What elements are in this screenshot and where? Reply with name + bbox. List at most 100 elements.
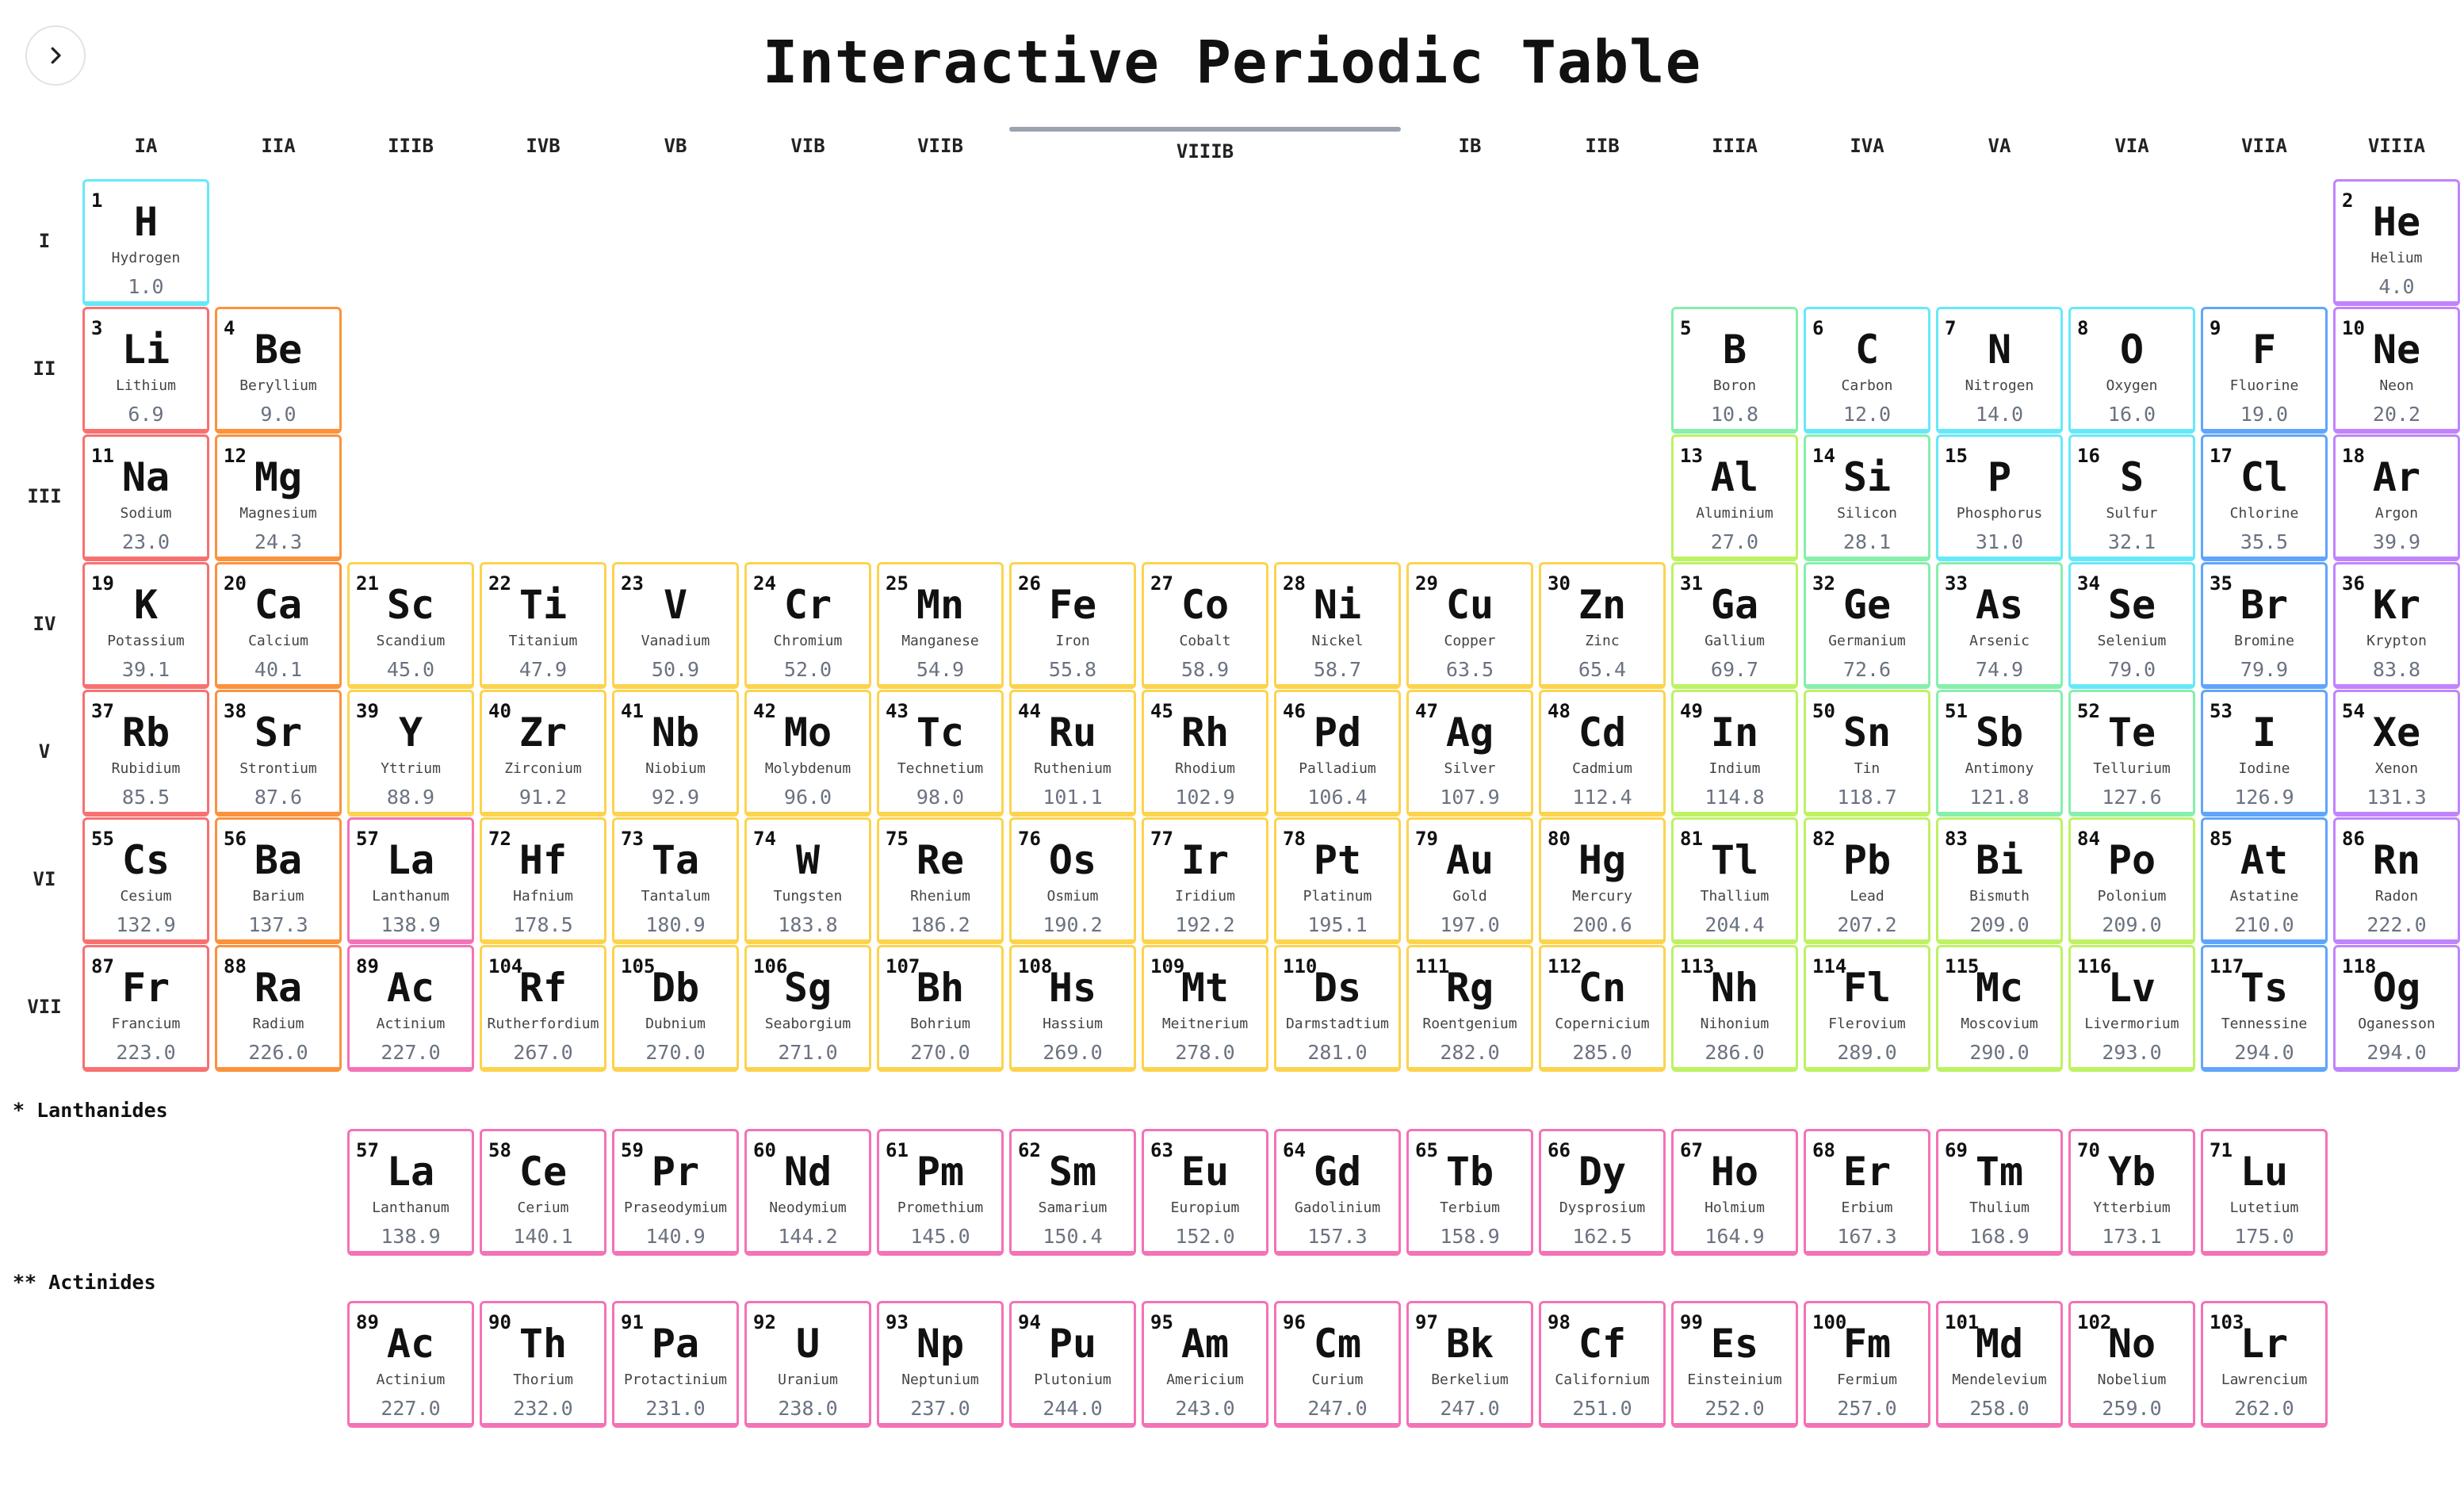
element-tile-gd[interactable]: 64 Gd Gadolinium 157.3 <box>1274 1129 1401 1256</box>
element-tile-ru[interactable]: 44 Ru Ruthenium 101.1 <box>1009 690 1136 817</box>
element-tile-se[interactable]: 34 Se Selenium 79.0 <box>2068 562 2195 689</box>
element-tile-re[interactable]: 75 Re Rhenium 186.2 <box>877 817 1004 944</box>
element-tile-db[interactable]: 105 Db Dubnium 270.0 <box>612 945 739 1072</box>
element-tile-ca[interactable]: 20 Ca Calcium 40.1 <box>215 562 342 689</box>
element-tile-s[interactable]: 16 S Sulfur 32.1 <box>2068 434 2195 561</box>
element-tile-cs[interactable]: 55 Cs Cesium 132.9 <box>82 817 209 944</box>
element-tile-al[interactable]: 13 Al Aluminium 27.0 <box>1671 434 1798 561</box>
element-tile-md[interactable]: 101 Md Mendelevium 258.0 <box>1936 1301 2063 1428</box>
element-tile-h[interactable]: 1 H Hydrogen 1.0 <box>82 179 209 306</box>
element-tile-ag[interactable]: 47 Ag Silver 107.9 <box>1406 690 1533 817</box>
element-tile-sb[interactable]: 51 Sb Antimony 121.8 <box>1936 690 2063 817</box>
element-tile-o[interactable]: 8 O Oxygen 16.0 <box>2068 307 2195 434</box>
element-tile-lu[interactable]: 71 Lu Lutetium 175.0 <box>2201 1129 2328 1256</box>
element-tile-pt[interactable]: 78 Pt Platinum 195.1 <box>1274 817 1401 944</box>
element-tile-c[interactable]: 6 C Carbon 12.0 <box>1804 307 1930 434</box>
element-tile-au[interactable]: 79 Au Gold 197.0 <box>1406 817 1533 944</box>
element-tile-mo[interactable]: 42 Mo Molybdenum 96.0 <box>744 690 871 817</box>
element-tile-nh[interactable]: 113 Nh Nihonium 286.0 <box>1671 945 1798 1072</box>
element-tile-p[interactable]: 15 P Phosphorus 31.0 <box>1936 434 2063 561</box>
element-tile-hf[interactable]: 72 Hf Hafnium 178.5 <box>480 817 606 944</box>
element-tile-pr[interactable]: 59 Pr Praseodymium 140.9 <box>612 1129 739 1256</box>
element-tile-b[interactable]: 5 B Boron 10.8 <box>1671 307 1798 434</box>
element-tile-hs[interactable]: 108 Hs Hassium 269.0 <box>1009 945 1136 1072</box>
element-tile-zn[interactable]: 30 Zn Zinc 65.4 <box>1539 562 1666 689</box>
element-tile-mg[interactable]: 12 Mg Magnesium 24.3 <box>215 434 342 561</box>
element-tile-cd[interactable]: 48 Cd Cadmium 112.4 <box>1539 690 1666 817</box>
element-tile-ni[interactable]: 28 Ni Nickel 58.7 <box>1274 562 1401 689</box>
element-tile-sc[interactable]: 21 Sc Scandium 45.0 <box>347 562 474 689</box>
element-tile-pa[interactable]: 91 Pa Protactinium 231.0 <box>612 1301 739 1428</box>
element-tile-nb[interactable]: 41 Nb Niobium 92.9 <box>612 690 739 817</box>
element-tile-lv[interactable]: 116 Lv Livermorium 293.0 <box>2068 945 2195 1072</box>
element-tile-ts[interactable]: 117 Ts Tennessine 294.0 <box>2201 945 2328 1072</box>
element-tile-am[interactable]: 95 Am Americium 243.0 <box>1142 1301 1268 1428</box>
element-tile-no[interactable]: 102 No Nobelium 259.0 <box>2068 1301 2195 1428</box>
element-tile-bh[interactable]: 107 Bh Bohrium 270.0 <box>877 945 1004 1072</box>
element-tile-cu[interactable]: 29 Cu Copper 63.5 <box>1406 562 1533 689</box>
element-tile-co[interactable]: 27 Co Cobalt 58.9 <box>1142 562 1268 689</box>
element-tile-rh[interactable]: 45 Rh Rhodium 102.9 <box>1142 690 1268 817</box>
element-tile-y[interactable]: 39 Y Yttrium 88.9 <box>347 690 474 817</box>
element-tile-fe[interactable]: 26 Fe Iron 55.8 <box>1009 562 1136 689</box>
element-tile-xe[interactable]: 54 Xe Xenon 131.3 <box>2333 690 2460 817</box>
element-tile-nd[interactable]: 60 Nd Neodymium 144.2 <box>744 1129 871 1256</box>
element-tile-w[interactable]: 74 W Tungsten 183.8 <box>744 817 871 944</box>
element-tile-cn[interactable]: 112 Cn Copernicium 285.0 <box>1539 945 1666 1072</box>
element-tile-li[interactable]: 3 Li Lithium 6.9 <box>82 307 209 434</box>
element-tile-ge[interactable]: 32 Ge Germanium 72.6 <box>1804 562 1930 689</box>
element-tile-sg[interactable]: 106 Sg Seaborgium 271.0 <box>744 945 871 1072</box>
element-tile-ra[interactable]: 88 Ra Radium 226.0 <box>215 945 342 1072</box>
element-tile-yb[interactable]: 70 Yb Ytterbium 173.1 <box>2068 1129 2195 1256</box>
element-tile-tm[interactable]: 69 Tm Thulium 168.9 <box>1936 1129 2063 1256</box>
element-tile-n[interactable]: 7 N Nitrogen 14.0 <box>1936 307 2063 434</box>
element-tile-ar[interactable]: 18 Ar Argon 39.9 <box>2333 434 2460 561</box>
element-tile-tl[interactable]: 81 Tl Thallium 204.4 <box>1671 817 1798 944</box>
element-tile-pb[interactable]: 82 Pb Lead 207.2 <box>1804 817 1930 944</box>
element-tile-ba[interactable]: 56 Ba Barium 137.3 <box>215 817 342 944</box>
element-tile-ac[interactable]: 89 Ac Actinium 227.0 <box>347 1301 474 1428</box>
element-tile-bk[interactable]: 97 Bk Berkelium 247.0 <box>1406 1301 1533 1428</box>
element-tile-rf[interactable]: 104 Rf Rutherfordium 267.0 <box>480 945 606 1072</box>
element-tile-pm[interactable]: 61 Pm Promethium 145.0 <box>877 1129 1004 1256</box>
element-tile-fl[interactable]: 114 Fl Flerovium 289.0 <box>1804 945 1930 1072</box>
element-tile-tb[interactable]: 65 Tb Terbium 158.9 <box>1406 1129 1533 1256</box>
element-tile-hg[interactable]: 80 Hg Mercury 200.6 <box>1539 817 1666 944</box>
element-tile-pu[interactable]: 94 Pu Plutonium 244.0 <box>1009 1301 1136 1428</box>
element-tile-og[interactable]: 118 Og Oganesson 294.0 <box>2333 945 2460 1072</box>
element-tile-dy[interactable]: 66 Dy Dysprosium 162.5 <box>1539 1129 1666 1256</box>
element-tile-zr[interactable]: 40 Zr Zirconium 91.2 <box>480 690 606 817</box>
element-tile-cr[interactable]: 24 Cr Chromium 52.0 <box>744 562 871 689</box>
element-tile-rn[interactable]: 86 Rn Radon 222.0 <box>2333 817 2460 944</box>
element-tile-ne[interactable]: 10 Ne Neon 20.2 <box>2333 307 2460 434</box>
element-tile-fm[interactable]: 100 Fm Fermium 257.0 <box>1804 1301 1930 1428</box>
element-tile-ce[interactable]: 58 Ce Cerium 140.1 <box>480 1129 606 1256</box>
element-tile-es[interactable]: 99 Es Einsteinium 252.0 <box>1671 1301 1798 1428</box>
element-tile-te[interactable]: 52 Te Tellurium 127.6 <box>2068 690 2195 817</box>
element-tile-f[interactable]: 9 F Fluorine 19.0 <box>2201 307 2328 434</box>
element-tile-bi[interactable]: 83 Bi Bismuth 209.0 <box>1936 817 2063 944</box>
element-tile-be[interactable]: 4 Be Beryllium 9.0 <box>215 307 342 434</box>
element-tile-mn[interactable]: 25 Mn Manganese 54.9 <box>877 562 1004 689</box>
element-tile-cl[interactable]: 17 Cl Chlorine 35.5 <box>2201 434 2328 561</box>
element-tile-np[interactable]: 93 Np Neptunium 237.0 <box>877 1301 1004 1428</box>
element-tile-cf[interactable]: 98 Cf Californium 251.0 <box>1539 1301 1666 1428</box>
element-tile-k[interactable]: 19 K Potassium 39.1 <box>82 562 209 689</box>
element-tile-ir[interactable]: 77 Ir Iridium 192.2 <box>1142 817 1268 944</box>
element-tile-ga[interactable]: 31 Ga Gallium 69.7 <box>1671 562 1798 689</box>
element-tile-in[interactable]: 49 In Indium 114.8 <box>1671 690 1798 817</box>
element-tile-sm[interactable]: 62 Sm Samarium 150.4 <box>1009 1129 1136 1256</box>
element-tile-as[interactable]: 33 As Arsenic 74.9 <box>1936 562 2063 689</box>
element-tile-ti[interactable]: 22 Ti Titanium 47.9 <box>480 562 606 689</box>
element-tile-kr[interactable]: 36 Kr Krypton 83.8 <box>2333 562 2460 689</box>
element-tile-at[interactable]: 85 At Astatine 210.0 <box>2201 817 2328 944</box>
element-tile-na[interactable]: 11 Na Sodium 23.0 <box>82 434 209 561</box>
element-tile-th[interactable]: 90 Th Thorium 232.0 <box>480 1301 606 1428</box>
element-tile-pd[interactable]: 46 Pd Palladium 106.4 <box>1274 690 1401 817</box>
element-tile-u[interactable]: 92 U Uranium 238.0 <box>744 1301 871 1428</box>
element-tile-po[interactable]: 84 Po Polonium 209.0 <box>2068 817 2195 944</box>
element-tile-sr[interactable]: 38 Sr Strontium 87.6 <box>215 690 342 817</box>
element-tile-ta[interactable]: 73 Ta Tantalum 180.9 <box>612 817 739 944</box>
sidebar-toggle-button[interactable] <box>25 25 86 86</box>
element-tile-si[interactable]: 14 Si Silicon 28.1 <box>1804 434 1930 561</box>
